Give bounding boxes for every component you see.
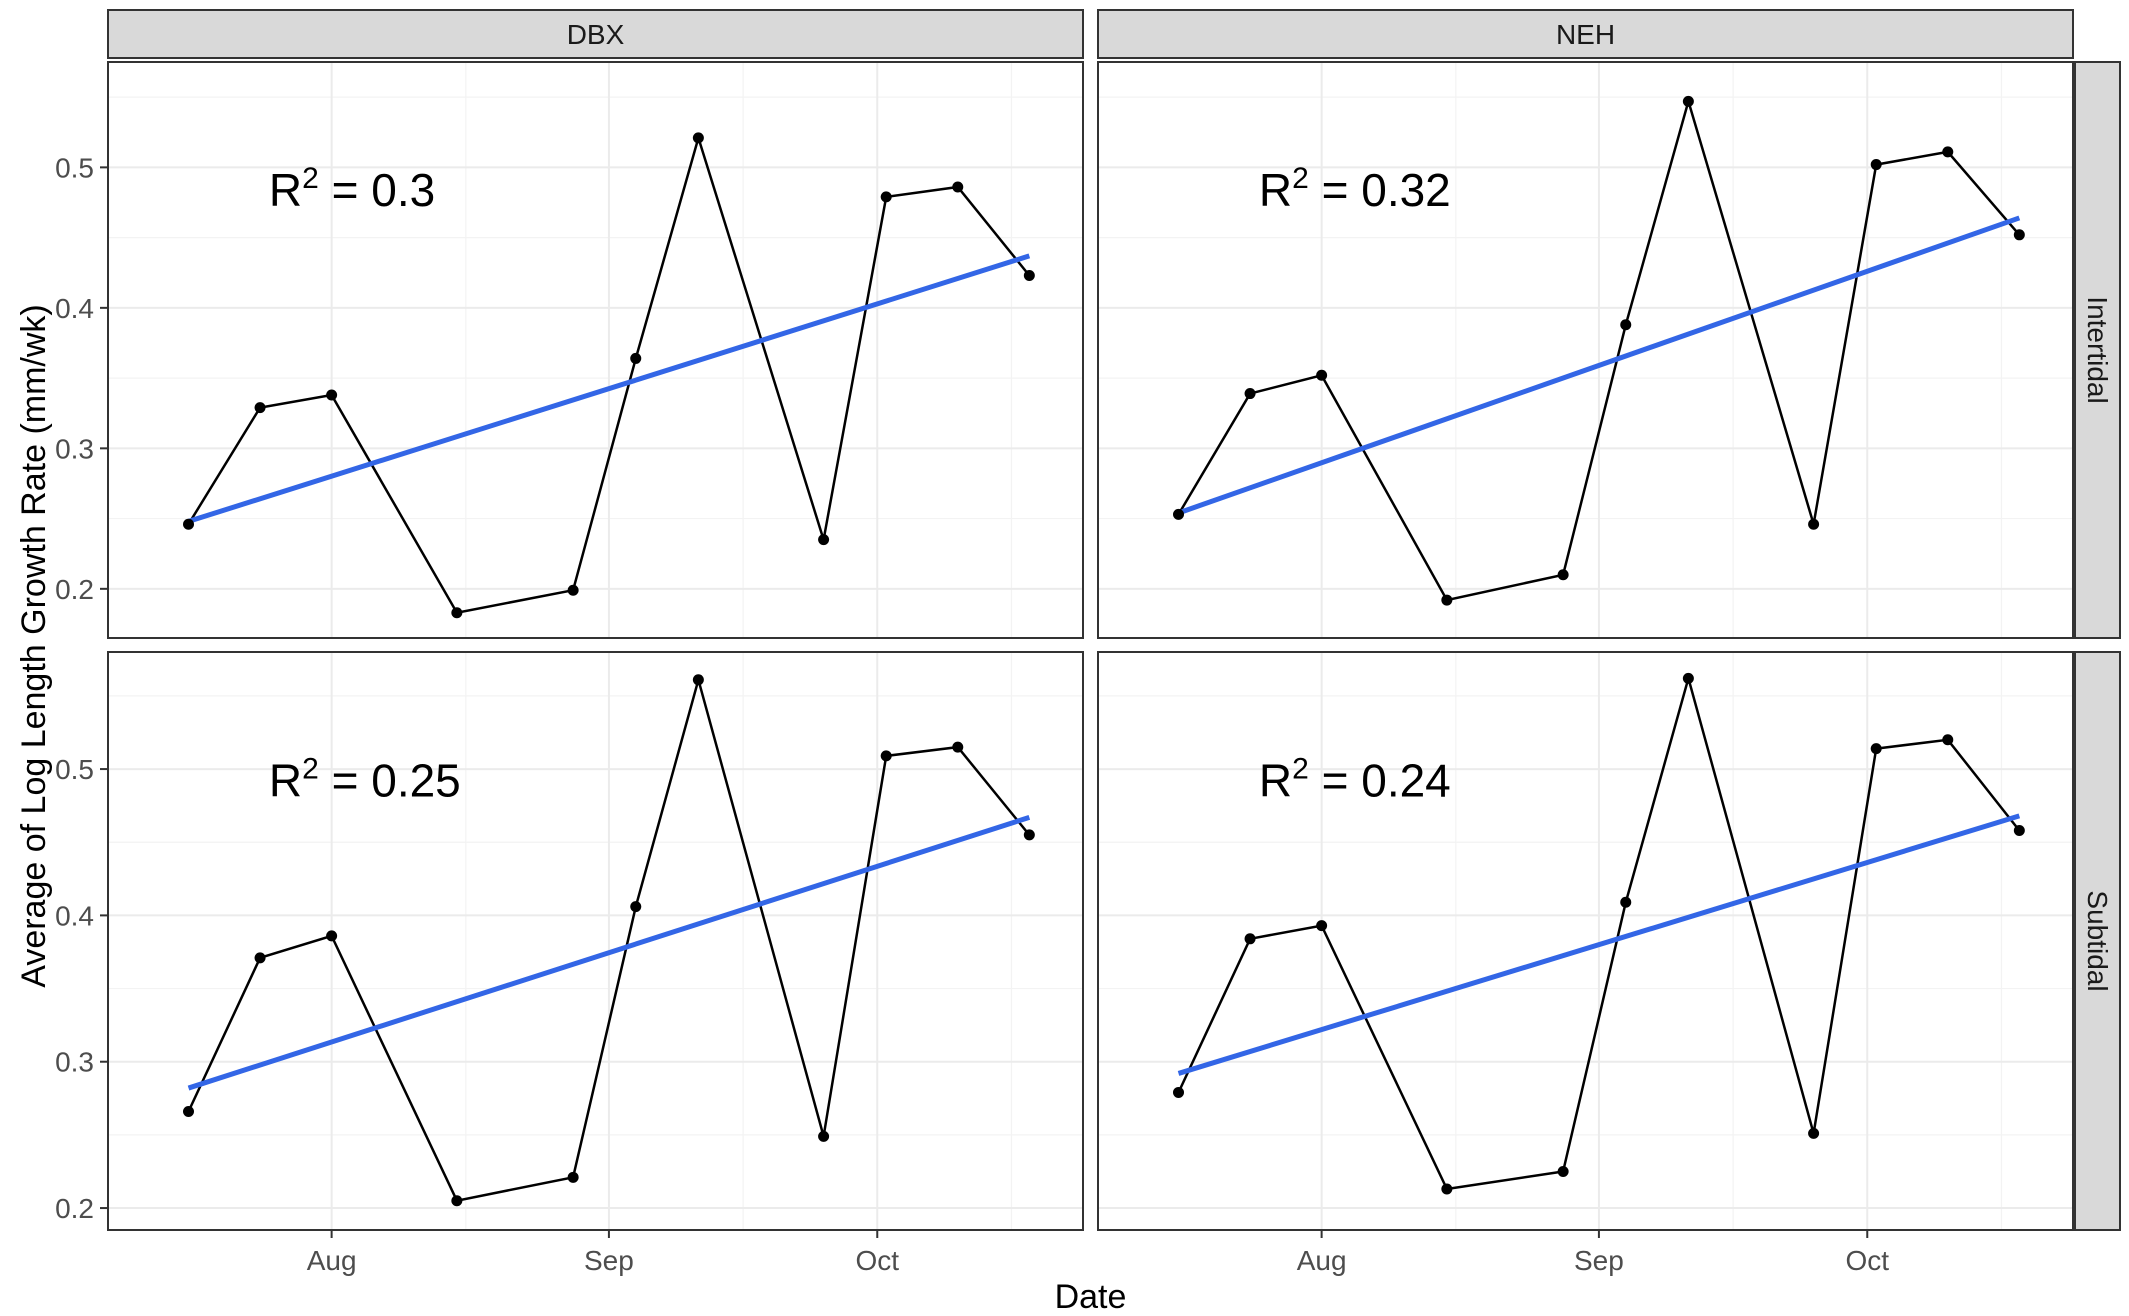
row-strip-intertidal [2074, 61, 2121, 639]
data-point [326, 389, 338, 401]
data-point [1023, 270, 1035, 282]
data-point [692, 674, 704, 686]
data-point [1682, 672, 1694, 684]
data-point [1942, 734, 1954, 746]
column-strip-label: DBX [567, 19, 625, 50]
data-point [1942, 146, 1954, 158]
r2-value: 0.3 [371, 164, 435, 216]
data-point [1441, 1183, 1453, 1195]
data-point [326, 930, 338, 942]
trend-line [1177, 215, 2021, 516]
data-point [952, 741, 964, 753]
data-point [880, 191, 892, 203]
data-point [880, 750, 892, 762]
data-point [952, 181, 964, 193]
data-point [1173, 508, 1185, 520]
data-point [1023, 829, 1035, 841]
panel-neh-intertidal: R2 = 0.32 [1097, 61, 2074, 639]
r2-annotation: R2 = 0.25 [269, 753, 461, 807]
data-point [254, 952, 266, 964]
panel-border [1097, 651, 2074, 1231]
data-point [1870, 159, 1882, 171]
y-tick-label: 0.5 [55, 152, 94, 183]
row-strip-label: Intertidal [2082, 296, 2113, 403]
data-point [1244, 933, 1256, 945]
y-tick-label: 0.3 [55, 433, 94, 464]
r2-annotation: R2 = 0.3 [269, 162, 435, 216]
row-strip-subtidal [2074, 651, 2121, 1231]
data-point [1620, 319, 1632, 331]
data-point [1682, 95, 1694, 107]
data-point [2013, 229, 2025, 241]
data-point [1173, 1086, 1185, 1098]
data-point [1808, 518, 1820, 530]
data-point [2013, 825, 2025, 837]
x-tick-label: Oct [855, 1245, 899, 1276]
panel-dbx-subtidal: R2 = 0.25 0.2 0.3 0.4 0.5 Aug Sep Oct [55, 651, 1084, 1276]
data-point [183, 1105, 195, 1117]
y-tick-label: 0.4 [55, 900, 94, 931]
data-point [1808, 1127, 1820, 1139]
data-point [692, 132, 704, 144]
r2-value: 0.32 [1361, 164, 1451, 216]
data-point [630, 901, 642, 913]
data-point [1620, 896, 1632, 908]
x-tick-label: Sep [1574, 1245, 1624, 1276]
y-axis-title: Average of Log Length Growth Rate (mm/wk… [15, 304, 53, 987]
panel-border [107, 651, 1084, 1231]
data-point [818, 534, 830, 546]
trend-line [187, 814, 1031, 1091]
column-strip-neh [1097, 9, 2074, 59]
y-tick-label: 0.3 [55, 1047, 94, 1078]
data-point [1244, 388, 1256, 400]
data-point [254, 402, 266, 414]
y-tick-label: 0.4 [55, 293, 94, 324]
column-strip-label: NEH [1556, 19, 1615, 50]
r2-value: 0.24 [1361, 755, 1451, 807]
row-strip-label: Subtidal [2082, 890, 2113, 991]
r2-annotation: R2 = 0.24 [1259, 753, 1451, 807]
data-point [183, 518, 195, 530]
panel-border [1097, 61, 2074, 639]
data-point [818, 1130, 830, 1142]
panel-background [1098, 652, 2073, 1230]
data-point [1316, 369, 1328, 381]
r2-annotation: R2 = 0.32 [1259, 162, 1451, 216]
column-strip-dbx [107, 9, 1084, 59]
y-tick-label: 0.2 [55, 574, 94, 605]
panel-background [1098, 62, 2073, 638]
y-tick-label: 0.5 [55, 754, 94, 785]
panel-background [108, 62, 1083, 638]
x-tick-label: Oct [1845, 1245, 1889, 1276]
data-point [451, 1195, 463, 1207]
panel-border [107, 61, 1084, 639]
data-point [1870, 743, 1882, 755]
data-point [451, 607, 463, 619]
r2-value: 0.25 [371, 755, 461, 807]
data-point [1557, 1165, 1569, 1177]
trend-line [1177, 813, 2021, 1076]
data-point [1441, 594, 1453, 606]
x-tick-label: Sep [584, 1245, 634, 1276]
data-point [567, 584, 579, 596]
x-tick-label: Aug [307, 1245, 357, 1276]
panel-neh-subtidal: R2 = 0.24 Aug Sep Oct [1097, 651, 2074, 1276]
x-tick-label: Aug [1297, 1245, 1347, 1276]
y-tick-label: 0.2 [55, 1193, 94, 1224]
data-point [1557, 569, 1569, 581]
panel-dbx-intertidal: R2 = 0.3 0.2 0.3 0.4 0.5 [55, 61, 1084, 639]
panel-background [108, 652, 1083, 1230]
data-point [1316, 920, 1328, 932]
trend-line [187, 253, 1031, 524]
data-point [630, 352, 642, 364]
x-axis-title: Date [1055, 1278, 1127, 1316]
data-point [567, 1171, 579, 1183]
